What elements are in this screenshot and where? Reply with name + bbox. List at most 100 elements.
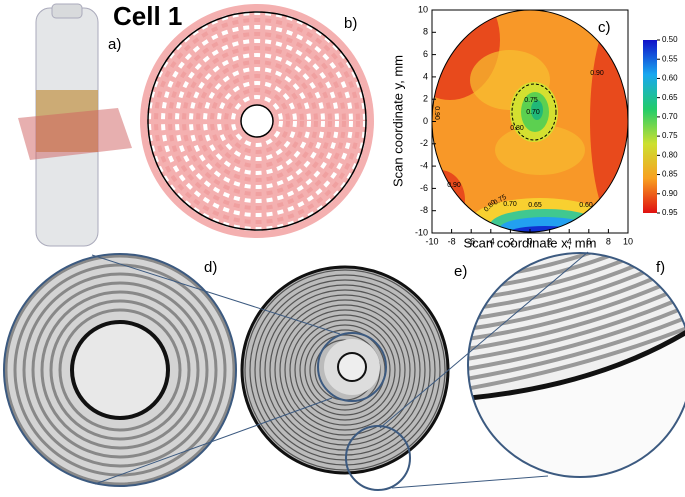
y-tick-label: -8 [420, 205, 428, 215]
pattern-ring [210, 74, 304, 168]
contour-label: 0.90 [433, 106, 440, 120]
x-axis-label: Scan coordinate x, mm [464, 235, 597, 250]
y-tick-label: -4 [420, 160, 428, 170]
contour-label: 0.75 [524, 97, 538, 104]
ring [468, 310, 685, 382]
rings [244, 269, 446, 471]
contour-line [511, 83, 557, 141]
ring [254, 279, 436, 461]
ring [289, 314, 401, 426]
colorbar-tick-label: 0.50 [662, 35, 678, 44]
x-tick-label: 2 [547, 236, 552, 246]
connector [91, 254, 341, 335]
pattern-ring [147, 11, 367, 231]
ring [337, 352, 367, 382]
ring [279, 304, 411, 436]
x-tick-label: 4 [567, 236, 572, 246]
x-tick-label: 6 [586, 236, 591, 246]
zoom-marker [345, 425, 411, 491]
ring [49, 299, 191, 441]
ring [22, 272, 218, 468]
colorbar-tick-label: 0.55 [662, 54, 678, 63]
ring [70, 320, 170, 420]
x-tick-label: 10 [623, 236, 633, 246]
connector [379, 251, 589, 429]
pattern-ring [189, 53, 325, 189]
ring [468, 299, 685, 372]
contour-map [432, 10, 628, 232]
pattern-ring [217, 81, 297, 161]
colorbar-tick-label: 0.95 [662, 208, 678, 217]
panel-label: c) [598, 19, 611, 36]
ring [58, 308, 182, 432]
pattern-ring [168, 32, 346, 210]
ring [284, 309, 406, 431]
panel-label: d) [204, 259, 217, 276]
ring [294, 319, 396, 421]
zoom-f [468, 253, 685, 477]
connectors [91, 251, 589, 489]
y-tick-label: -6 [420, 183, 428, 193]
pattern-ring [231, 95, 283, 147]
y-tick-label: -2 [420, 138, 428, 148]
y-tick-label: 6 [423, 49, 428, 59]
ring [147, 11, 367, 231]
colorbar-tick-label: 0.75 [662, 131, 678, 140]
contour-label: 0.70 [526, 109, 540, 116]
region [432, 170, 465, 230]
edge [469, 327, 685, 401]
panel-label: a) [108, 36, 121, 53]
contour-label: 0.60 [579, 202, 593, 209]
pattern-ring [182, 46, 332, 196]
colorbar-tick-label: 0.90 [662, 189, 678, 198]
cylinder-cap [51, 3, 83, 19]
ring [269, 294, 421, 446]
ring [249, 274, 441, 466]
ring [40, 290, 200, 450]
contour-label: 0.90 [590, 70, 604, 77]
colorbar [643, 40, 657, 213]
y-tick-label: 8 [423, 27, 428, 37]
x-tick-label: -4 [487, 236, 495, 246]
ring [299, 324, 391, 416]
colorbar-tick-label: 0.85 [662, 170, 678, 179]
colorbar-tick-label: 0.70 [662, 112, 678, 121]
pattern-ring [203, 67, 311, 175]
panel-label: f) [656, 259, 665, 276]
outside [470, 330, 685, 477]
x-tick-label: -8 [448, 236, 456, 246]
pattern-ring [224, 88, 290, 154]
region [495, 125, 585, 175]
x-tick-label: 0 [527, 236, 532, 246]
ring [264, 289, 426, 451]
connector [94, 397, 333, 485]
ring [4, 254, 236, 486]
x-tick-label: 8 [606, 236, 611, 246]
x-tick-label: -10 [425, 236, 438, 246]
y-axis-label: Scan coordinate y, mm [390, 55, 405, 187]
colorbar-tick-label: 0.65 [662, 93, 678, 102]
contour-label: 0.65 [528, 202, 542, 209]
ring [274, 299, 416, 441]
pattern [147, 11, 367, 231]
x-tick-label: -2 [506, 236, 514, 246]
y-tick-label: 10 [418, 4, 428, 14]
y-tick-label: 4 [423, 71, 428, 81]
ring [309, 334, 381, 406]
figure-title: Cell 1 [113, 1, 182, 31]
pattern-ring [154, 18, 360, 224]
zoom-marker [317, 332, 387, 402]
y-tick-label: 2 [423, 94, 428, 104]
pattern-ring [161, 25, 353, 217]
colorbar-tick-label: 0.80 [662, 150, 678, 159]
contour-label: 0.90 [447, 182, 461, 189]
x-tick-label: -6 [467, 236, 475, 246]
contour-label: 0.70 [503, 201, 517, 208]
ring [468, 321, 685, 392]
illustrations [3, 3, 685, 491]
zoom-outline [3, 253, 237, 487]
y-tick-label: -10 [415, 227, 428, 237]
section-plane [18, 108, 132, 160]
contour-label: 0.80 [510, 125, 524, 132]
